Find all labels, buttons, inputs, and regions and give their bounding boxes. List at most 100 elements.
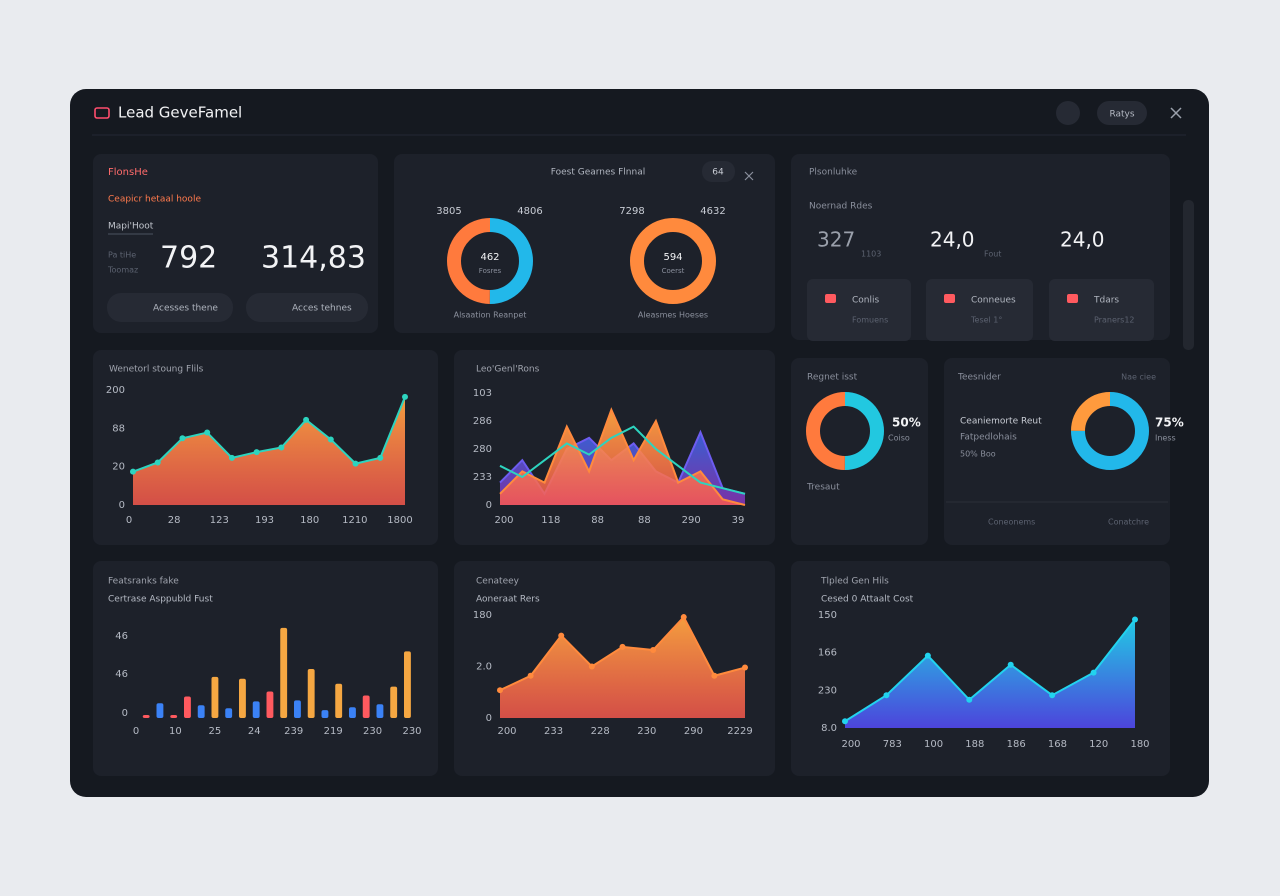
label: 186 [1007,739,1026,750]
label: Fatpedlohais [960,433,1017,443]
bar [266,691,274,718]
label: Toomaz [107,266,138,275]
label: 783 [883,739,902,750]
line [499,425,746,495]
point [253,449,260,456]
label: 200 [497,726,516,737]
card-icon [944,294,955,303]
bar [184,696,191,718]
label: Tlpled Gen Hils [820,577,889,587]
pill-button[interactable] [1097,101,1147,125]
label: 1210 [342,515,367,526]
icon-button[interactable] [1056,101,1080,125]
bar [156,703,164,718]
label: Mapi'Hoot [108,222,154,232]
label: 290 [684,726,703,737]
label: 3805 [436,206,461,217]
label: Leo'Genl'Rons [476,365,540,375]
label: Coneonems [988,518,1035,527]
label: 4632 [700,206,725,217]
label: 75% [1155,416,1184,430]
bar [321,710,329,718]
donut-segment [806,392,884,470]
label: 150 [818,610,837,621]
label: 2229 [727,726,752,737]
label: 24 [248,726,261,737]
label: Cesed 0 Attaalt Cost [821,595,914,605]
line [499,407,746,506]
label: 594 [663,252,682,263]
label: 88 [112,423,125,434]
label: Teesnider [957,373,1001,383]
label: Tresaut [806,483,840,493]
label: 230 [363,726,382,737]
label: 314,83 [261,241,366,276]
bar [335,683,343,718]
label: Fout [984,250,1001,259]
panel-close[interactable] [744,171,754,181]
label: Cenateey [476,577,520,587]
point [228,454,235,461]
label: 46 [115,631,128,642]
buttons [107,161,1154,341]
point [179,435,186,442]
label: Foest Gearnes Flnnal [551,168,645,178]
label: Aoneraat Rers [476,595,540,605]
point [402,393,408,400]
label: Conatchre [1108,518,1149,527]
point [588,663,595,670]
label: 4806 [517,206,542,217]
label: 0 [133,726,139,737]
label: 0 [486,713,492,724]
label: Coerst [662,267,685,275]
close-button[interactable] [1170,107,1182,119]
donut-segment [1071,392,1149,470]
bar [349,707,356,718]
label: Ceapicr hetaal hoole [108,195,201,205]
label: 2.0 [476,662,492,673]
area [500,409,745,505]
label: Tdars [1093,296,1119,306]
label: Aleasmes Hoeses [638,311,708,320]
label: 0 [122,708,128,719]
point [842,718,848,725]
card-icon [825,294,836,303]
bar [376,704,384,718]
scrollbar[interactable] [1183,200,1194,350]
label: 188 [965,739,984,750]
point [711,672,718,679]
label: 239 [284,726,303,737]
label: 100 [924,739,943,750]
label: 286 [473,416,492,427]
label: Ceaniemorte Reut [960,417,1042,427]
label: 200 [106,385,125,396]
label: Conlis [852,296,879,306]
bar [225,708,233,718]
label: Certrase Asppubld Fust [108,595,213,605]
point [130,468,136,475]
label: 230 [818,685,837,696]
label: 0 [486,500,492,511]
label: Alsaation Reanpet [454,311,527,320]
bar [142,715,150,718]
label: 230 [637,726,656,737]
label: Acesses thene [153,304,218,314]
label: FlonsHe [108,167,148,178]
bar [294,700,301,718]
label: Fosres [479,267,502,275]
point [303,416,310,423]
label: 462 [480,252,499,263]
label: 290 [682,515,701,526]
label: 46 [115,669,128,680]
label: 20 [112,462,125,473]
label: 180 [473,610,492,621]
label: 233 [544,726,563,737]
label: 103 [473,388,492,399]
bar [252,701,260,718]
label: Praners12 [1094,316,1135,325]
point [558,632,565,639]
label: 123 [210,515,229,526]
label: 180 [1130,739,1149,750]
label: 50% Boo [960,450,996,459]
bar [280,627,288,718]
